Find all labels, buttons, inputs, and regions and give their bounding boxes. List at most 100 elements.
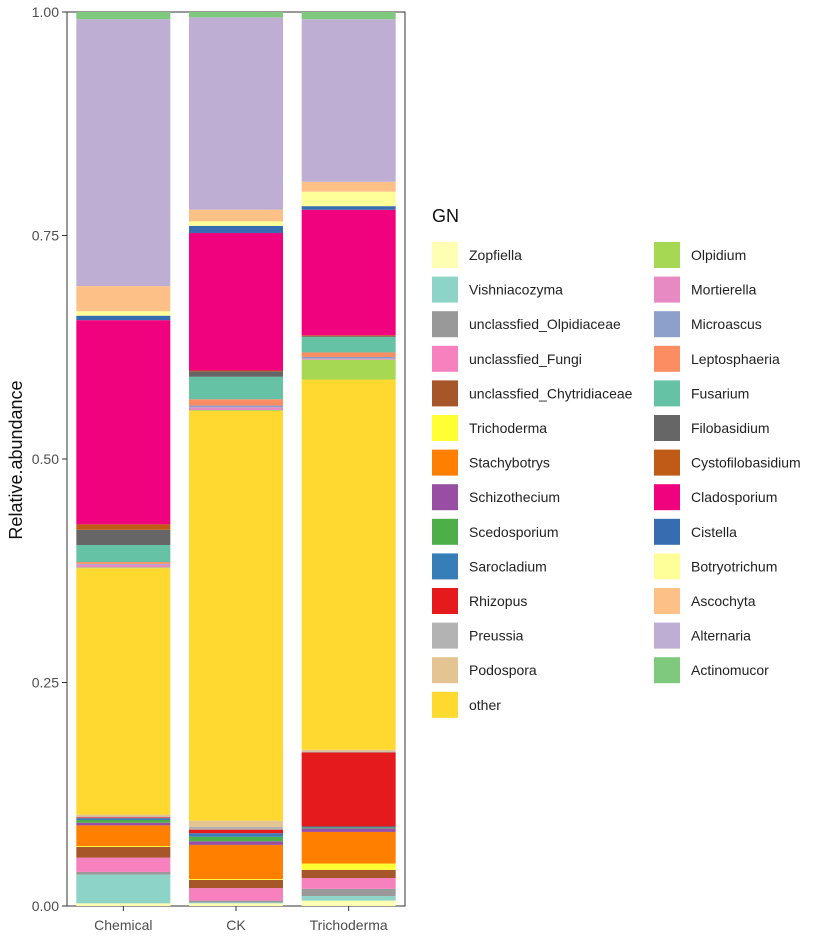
bar-segment: [189, 233, 283, 371]
bar-segment: [76, 817, 171, 819]
legend-label: Preussia: [469, 628, 524, 644]
bar-segment: [189, 844, 283, 880]
bar-segment: [189, 833, 283, 837]
legend-label: Leptosphaeria: [691, 351, 780, 367]
legend-label: Zopfiella: [469, 247, 522, 263]
y-tick-label: 0.75: [32, 228, 59, 244]
bar-segment: [301, 356, 396, 359]
legend-label: unclassfied_Olpidiaceae: [469, 316, 621, 332]
bar-segment: [76, 568, 171, 815]
legend-key: [432, 588, 458, 614]
bar-segment: [189, 829, 283, 834]
legend-label: Actinomucor: [691, 662, 769, 678]
bar-segment: [189, 209, 283, 222]
bar-segment: [189, 405, 283, 408]
x-tick-label: Trichoderma: [310, 917, 388, 933]
legend-label: Cladosporium: [691, 489, 777, 505]
legend-label: Trichoderma: [469, 420, 547, 436]
bar-segment: [301, 206, 396, 210]
bar-segment: [301, 752, 396, 827]
legend-label: Olpidium: [691, 247, 746, 263]
legend-key: [432, 415, 458, 441]
legend-label: unclassfied_Fungi: [469, 351, 582, 367]
bar-segment: [76, 871, 171, 875]
legend-label: unclassfied_Chytridiaceae: [469, 385, 633, 401]
bar-segment: [76, 286, 171, 312]
bar-segment: [301, 12, 396, 20]
y-axis-title: Relative.abundance: [6, 380, 26, 539]
bar-segment: [301, 191, 396, 207]
legend-key: [432, 276, 458, 303]
legend-key: [432, 518, 458, 545]
legend-key: [654, 311, 680, 338]
legend: Zopfiella Vishniacozyma unclassfied_Olpidi…: [432, 242, 801, 718]
y-tick-label: 1.00: [32, 4, 59, 20]
legend-key: [654, 622, 680, 649]
bar-segment: [301, 19, 396, 182]
bar-segment: [301, 379, 396, 750]
bar-segment: [189, 407, 283, 411]
bar-segment: [189, 826, 283, 830]
bar-segment: [189, 225, 283, 234]
legend-label: Sarocladium: [469, 558, 547, 574]
legend-key: [432, 622, 458, 649]
bar-segment: [189, 836, 283, 842]
bar-segment: [301, 863, 396, 870]
legend-label: Cystofilobasidium: [691, 455, 801, 471]
bar-segment: [301, 181, 396, 192]
x-tick-label: CK: [226, 917, 246, 933]
bar-segment: [189, 903, 283, 906]
legend-title: GN: [432, 206, 459, 226]
bar-segment: [189, 370, 283, 372]
legend-key: [654, 518, 680, 545]
bar-segment: [301, 878, 396, 889]
y-tick-label: 0.00: [32, 898, 59, 914]
legend-key: [654, 553, 680, 580]
bar-segment: [76, 857, 171, 872]
bar-segment: [76, 19, 171, 287]
x-tick-label: Chemical: [94, 917, 152, 933]
y-tick-label: 0.25: [32, 675, 59, 691]
bar-segment: [76, 825, 171, 846]
bar-segment: [76, 818, 171, 821]
legend-label: Scedosporium: [469, 524, 559, 540]
bar-segment: [189, 410, 283, 411]
legend-label: Cistella: [691, 524, 737, 540]
bar-segment: [189, 12, 283, 18]
bar-segment: [76, 524, 171, 530]
bar-segment: [189, 841, 283, 845]
bar-segment: [76, 820, 171, 823]
bar-segment: [301, 337, 396, 353]
bar-segment: [301, 749, 396, 752]
bar-segment: [301, 831, 396, 864]
bar-segment: [76, 311, 171, 316]
bar-segment: [189, 820, 283, 827]
legend-key: [432, 484, 458, 511]
bar-segment: [301, 827, 396, 829]
legend-key: [432, 242, 458, 268]
legend-label: Stachybotrys: [469, 455, 550, 471]
bars-group: [76, 12, 396, 906]
legend-label: Mortierella: [691, 282, 757, 298]
bar-segment: [189, 221, 283, 226]
legend-key: [654, 449, 680, 476]
y-tick-label: 0.50: [32, 451, 59, 467]
legend-label: other: [469, 697, 501, 713]
bar-segment: [301, 359, 396, 380]
bar-segment: [76, 845, 171, 847]
bar-segment: [189, 888, 283, 901]
bar-segment: [76, 529, 171, 545]
legend-label: Podospora: [469, 662, 537, 678]
bar-segment: [76, 320, 171, 525]
legend-label: Alternaria: [691, 628, 751, 644]
bar-segment: [189, 410, 283, 821]
legend-key: [654, 345, 680, 372]
bar-segment: [76, 315, 171, 321]
legend-label: Ascochyta: [691, 593, 756, 609]
legend-key: [654, 588, 680, 614]
bar-segment: [189, 399, 283, 406]
bar-segment: [76, 816, 171, 818]
legend-label: Microascus: [691, 316, 762, 332]
bar-segment: [76, 564, 171, 568]
